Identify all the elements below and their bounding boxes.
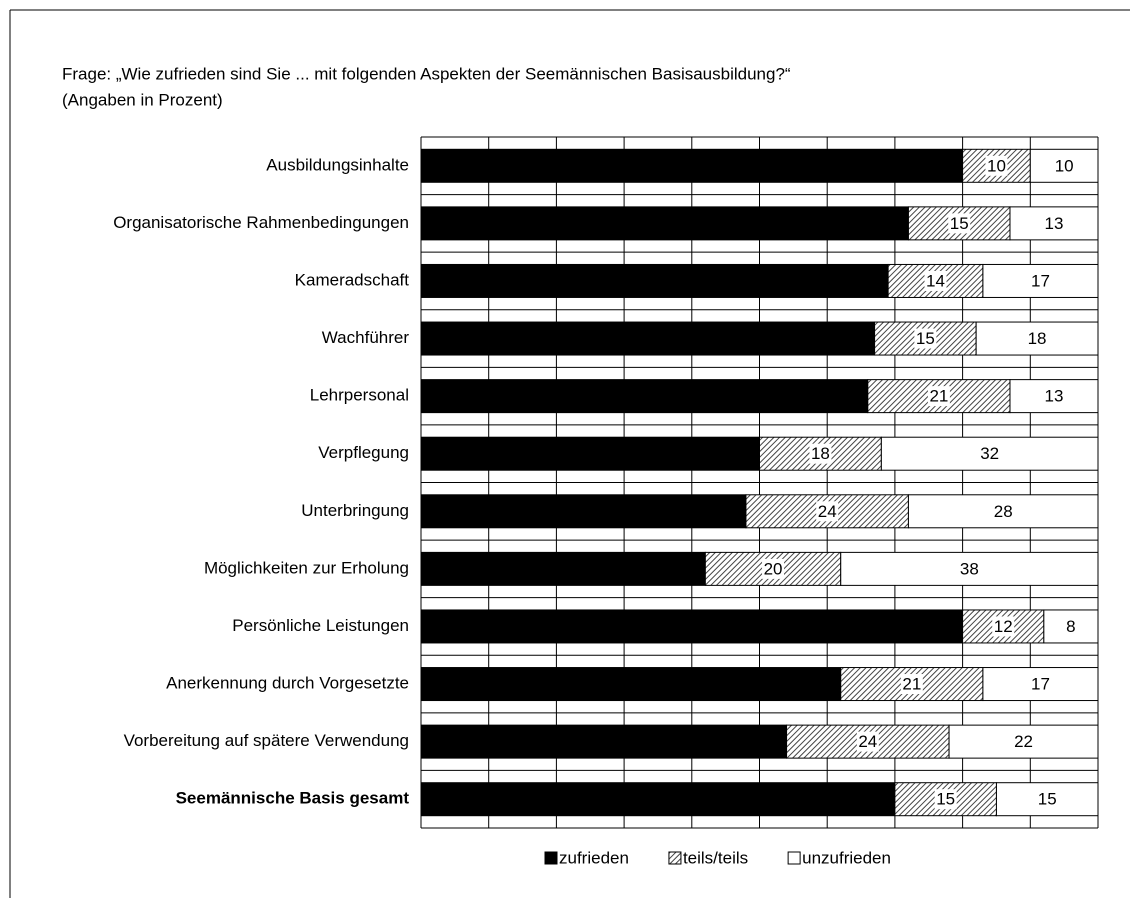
value-label: 70 — [648, 790, 667, 809]
value-label: 8 — [1066, 617, 1075, 636]
value-label: 32 — [980, 444, 999, 463]
value-label: 54 — [594, 732, 613, 751]
value-label: 13 — [1045, 387, 1064, 406]
bar-segment — [962, 148, 1031, 183]
label-bg — [927, 386, 950, 407]
value-label: 48 — [574, 502, 593, 521]
value-label: 38 — [960, 559, 979, 578]
y-tick-label: Vorbereitung auf spätere Verwendung — [124, 731, 409, 750]
bar-segment — [982, 667, 1099, 702]
label-bg — [900, 674, 923, 695]
bar-segment — [420, 379, 869, 414]
label-bg — [809, 443, 832, 464]
bar-segment — [1009, 206, 1099, 241]
chart-subtitle: (Angaben in Prozent) — [62, 90, 223, 109]
value-label: 62 — [621, 675, 640, 694]
bar-segment — [420, 263, 889, 298]
bar-segment — [420, 609, 964, 644]
value-label: 66 — [635, 387, 654, 406]
label-bg — [924, 270, 947, 291]
label-bg — [856, 731, 879, 752]
legend-label: teils/teils — [683, 848, 748, 867]
value-label: 24 — [818, 502, 837, 521]
value-label: 17 — [1031, 675, 1050, 694]
value-label: 12 — [994, 617, 1013, 636]
value-label: 24 — [858, 732, 877, 751]
value-label: 18 — [811, 444, 830, 463]
label-bg — [934, 789, 957, 810]
value-label: 69 — [645, 271, 664, 290]
value-label: 28 — [994, 502, 1013, 521]
bar-segment — [1043, 609, 1099, 644]
bar-segment — [1029, 148, 1099, 183]
bar-segment — [420, 206, 909, 241]
value-label: 13 — [1045, 214, 1064, 233]
legend-swatch — [544, 851, 558, 865]
value-label: 14 — [926, 271, 945, 290]
bar-segment — [1009, 379, 1099, 414]
bar-segment — [907, 494, 1099, 529]
value-label: 15 — [936, 790, 955, 809]
value-label: 15 — [916, 329, 935, 348]
legend-label: zufrieden — [559, 848, 629, 867]
value-label: 21 — [929, 387, 948, 406]
chart-title: Frage: „Wie zufrieden sind Sie ... mit f… — [62, 64, 791, 83]
value-label: 80 — [682, 617, 701, 636]
value-label: 10 — [987, 156, 1006, 175]
label-bg — [992, 616, 1015, 637]
value-label: 72 — [655, 214, 674, 233]
y-tick-label: Unterbringung — [301, 501, 409, 520]
y-tick-label: Ausbildungsinhalte — [266, 155, 409, 174]
y-tick-label: Organisatorische Rahmenbedingungen — [113, 213, 409, 232]
y-tick-label: Wachführer — [322, 328, 410, 347]
bar-segment — [420, 724, 788, 759]
value-label: 67 — [638, 329, 657, 348]
bar-segment — [420, 551, 706, 586]
bar-segment — [975, 321, 1099, 356]
bar-segment — [420, 148, 964, 183]
y-tick-label: Anerkennung durch Vorgesetzte — [166, 674, 409, 693]
bar-segment — [840, 551, 1099, 586]
value-label: 50 — [581, 444, 600, 463]
legend-label: unzufrieden — [802, 848, 891, 867]
y-tick-label: Lehrpersonal — [310, 386, 409, 405]
bar-segment — [995, 782, 1099, 817]
label-bg — [816, 501, 839, 522]
value-label: 18 — [1028, 329, 1047, 348]
y-tick-label: Möglichkeiten zur Erholung — [204, 558, 409, 577]
value-label: 15 — [950, 214, 969, 233]
y-tick-label: Persönliche Leistungen — [232, 616, 409, 635]
bar-segment — [948, 724, 1099, 759]
label-bg — [948, 213, 971, 234]
bar-segment — [420, 494, 747, 529]
value-label: 20 — [764, 559, 783, 578]
value-label: 42 — [554, 559, 573, 578]
y-tick-label: Seemännische Basis gesamt — [176, 789, 410, 808]
y-tick-label: Verpflegung — [318, 443, 409, 462]
label-bg — [985, 155, 1008, 176]
value-label: 17 — [1031, 271, 1050, 290]
bar-segment — [880, 436, 1099, 471]
legend-swatch — [787, 851, 801, 865]
value-label: 22 — [1014, 732, 1033, 751]
bar-segment — [420, 321, 876, 356]
value-label: 80 — [682, 156, 701, 175]
label-bg — [914, 328, 937, 349]
label-bg — [762, 558, 785, 579]
value-label: 21 — [902, 675, 921, 694]
value-label: 15 — [1038, 790, 1057, 809]
bar-segment — [982, 263, 1099, 298]
value-label: 10 — [1055, 156, 1074, 175]
legend-swatch — [668, 851, 682, 865]
y-tick-label: Kameradschaft — [295, 270, 410, 289]
